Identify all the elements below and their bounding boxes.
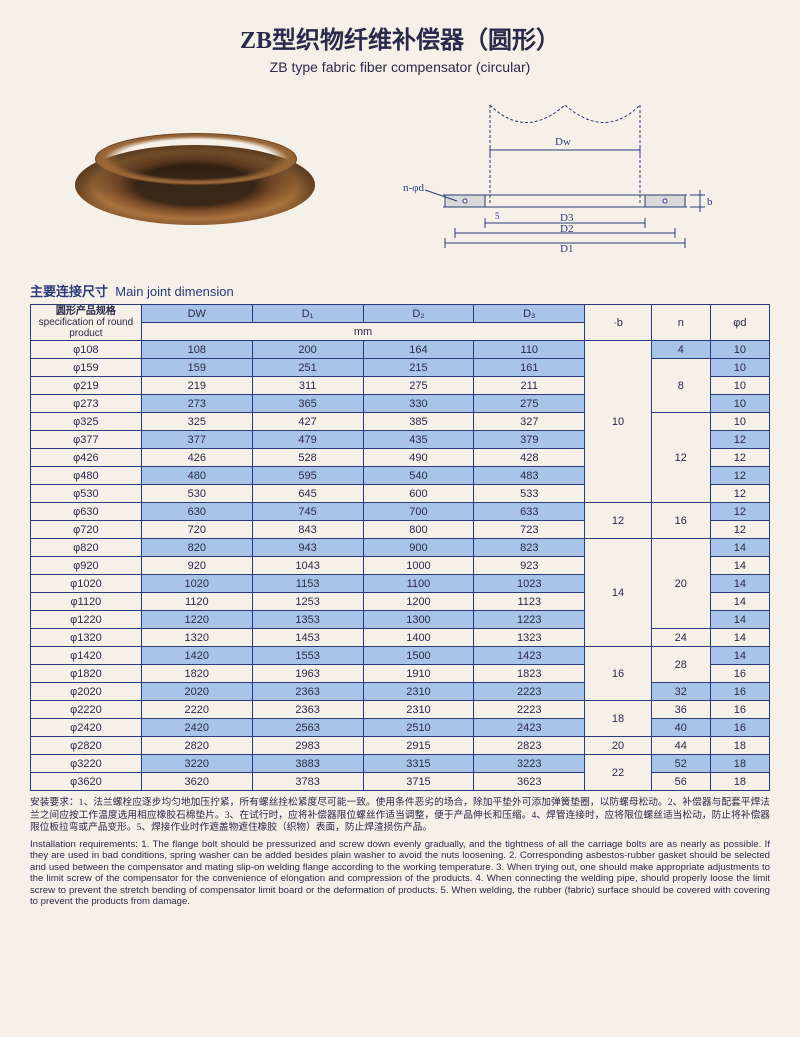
table-row: φ132013201453140013232414 bbox=[31, 629, 770, 647]
technical-diagram: Dw n-φd 5 D3 D2 D1 b bbox=[395, 95, 735, 265]
notes-cn: 安装要求：1、法兰螺栓应逐步均匀地加压拧紧，所有螺丝拴松紧度尽可能一致。使用条件… bbox=[30, 797, 770, 835]
svg-text:b: b bbox=[707, 196, 713, 208]
table-row: φ159159251215161810 bbox=[31, 359, 770, 377]
table-row: φ630630745700633121612 bbox=[31, 503, 770, 521]
table-row: φ202020202363231022233216 bbox=[31, 683, 770, 701]
table-row: φ362036203783371536235618 bbox=[31, 773, 770, 791]
col-unit: mm bbox=[141, 323, 584, 341]
table-row: φ22202220236323102223183616 bbox=[31, 701, 770, 719]
section-header: 主要连接尺寸 Main joint dimension bbox=[30, 281, 770, 300]
figure-area: Dw n-φd 5 D3 D2 D1 b bbox=[30, 85, 770, 275]
col-spec: 圆形产品规格specification of round product bbox=[31, 305, 142, 341]
title-en: ZB type fabric fiber compensator (circul… bbox=[30, 59, 770, 75]
svg-text:5: 5 bbox=[495, 211, 500, 221]
title-cn: ZB型织物纤维补偿器（圆形） bbox=[30, 20, 770, 55]
col-d1: D₁ bbox=[252, 305, 363, 323]
table-row: φ28202820298329152823204418 bbox=[31, 737, 770, 755]
dimension-table: 圆形产品规格specification of round product DW … bbox=[30, 304, 770, 791]
notes-en: Installation requirements: 1. The flange… bbox=[30, 839, 770, 908]
svg-text:D2: D2 bbox=[560, 223, 573, 235]
col-dw: DW bbox=[141, 305, 252, 323]
svg-text:n-φd: n-φd bbox=[403, 182, 425, 194]
table-row: φ820820943900823142014 bbox=[31, 539, 770, 557]
table-row: φ14201420155315001423162814 bbox=[31, 647, 770, 665]
table-row: φ3253254273853271210 bbox=[31, 413, 770, 431]
table-body: φ10810820016411010410φ159159251215161810… bbox=[31, 341, 770, 791]
col-d3: D₃ bbox=[474, 305, 585, 323]
svg-text:D1: D1 bbox=[560, 243, 573, 255]
table-row: φ10810820016411010410 bbox=[31, 341, 770, 359]
svg-text:Dw: Dw bbox=[555, 136, 571, 148]
table-row: φ242024202563251024234016 bbox=[31, 719, 770, 737]
table-row: φ32203220388333153223225218 bbox=[31, 755, 770, 773]
table-header: 圆形产品规格specification of round product DW … bbox=[31, 305, 770, 341]
product-photo bbox=[65, 110, 325, 250]
col-d2: D₂ bbox=[363, 305, 474, 323]
col-phid: φd bbox=[710, 305, 769, 341]
col-b: ·b bbox=[585, 305, 652, 341]
col-n: n bbox=[651, 305, 710, 341]
